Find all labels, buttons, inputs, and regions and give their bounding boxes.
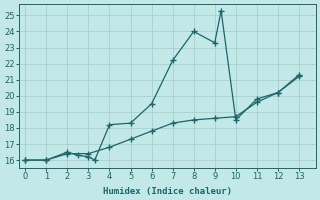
X-axis label: Humidex (Indice chaleur): Humidex (Indice chaleur) <box>103 187 232 196</box>
